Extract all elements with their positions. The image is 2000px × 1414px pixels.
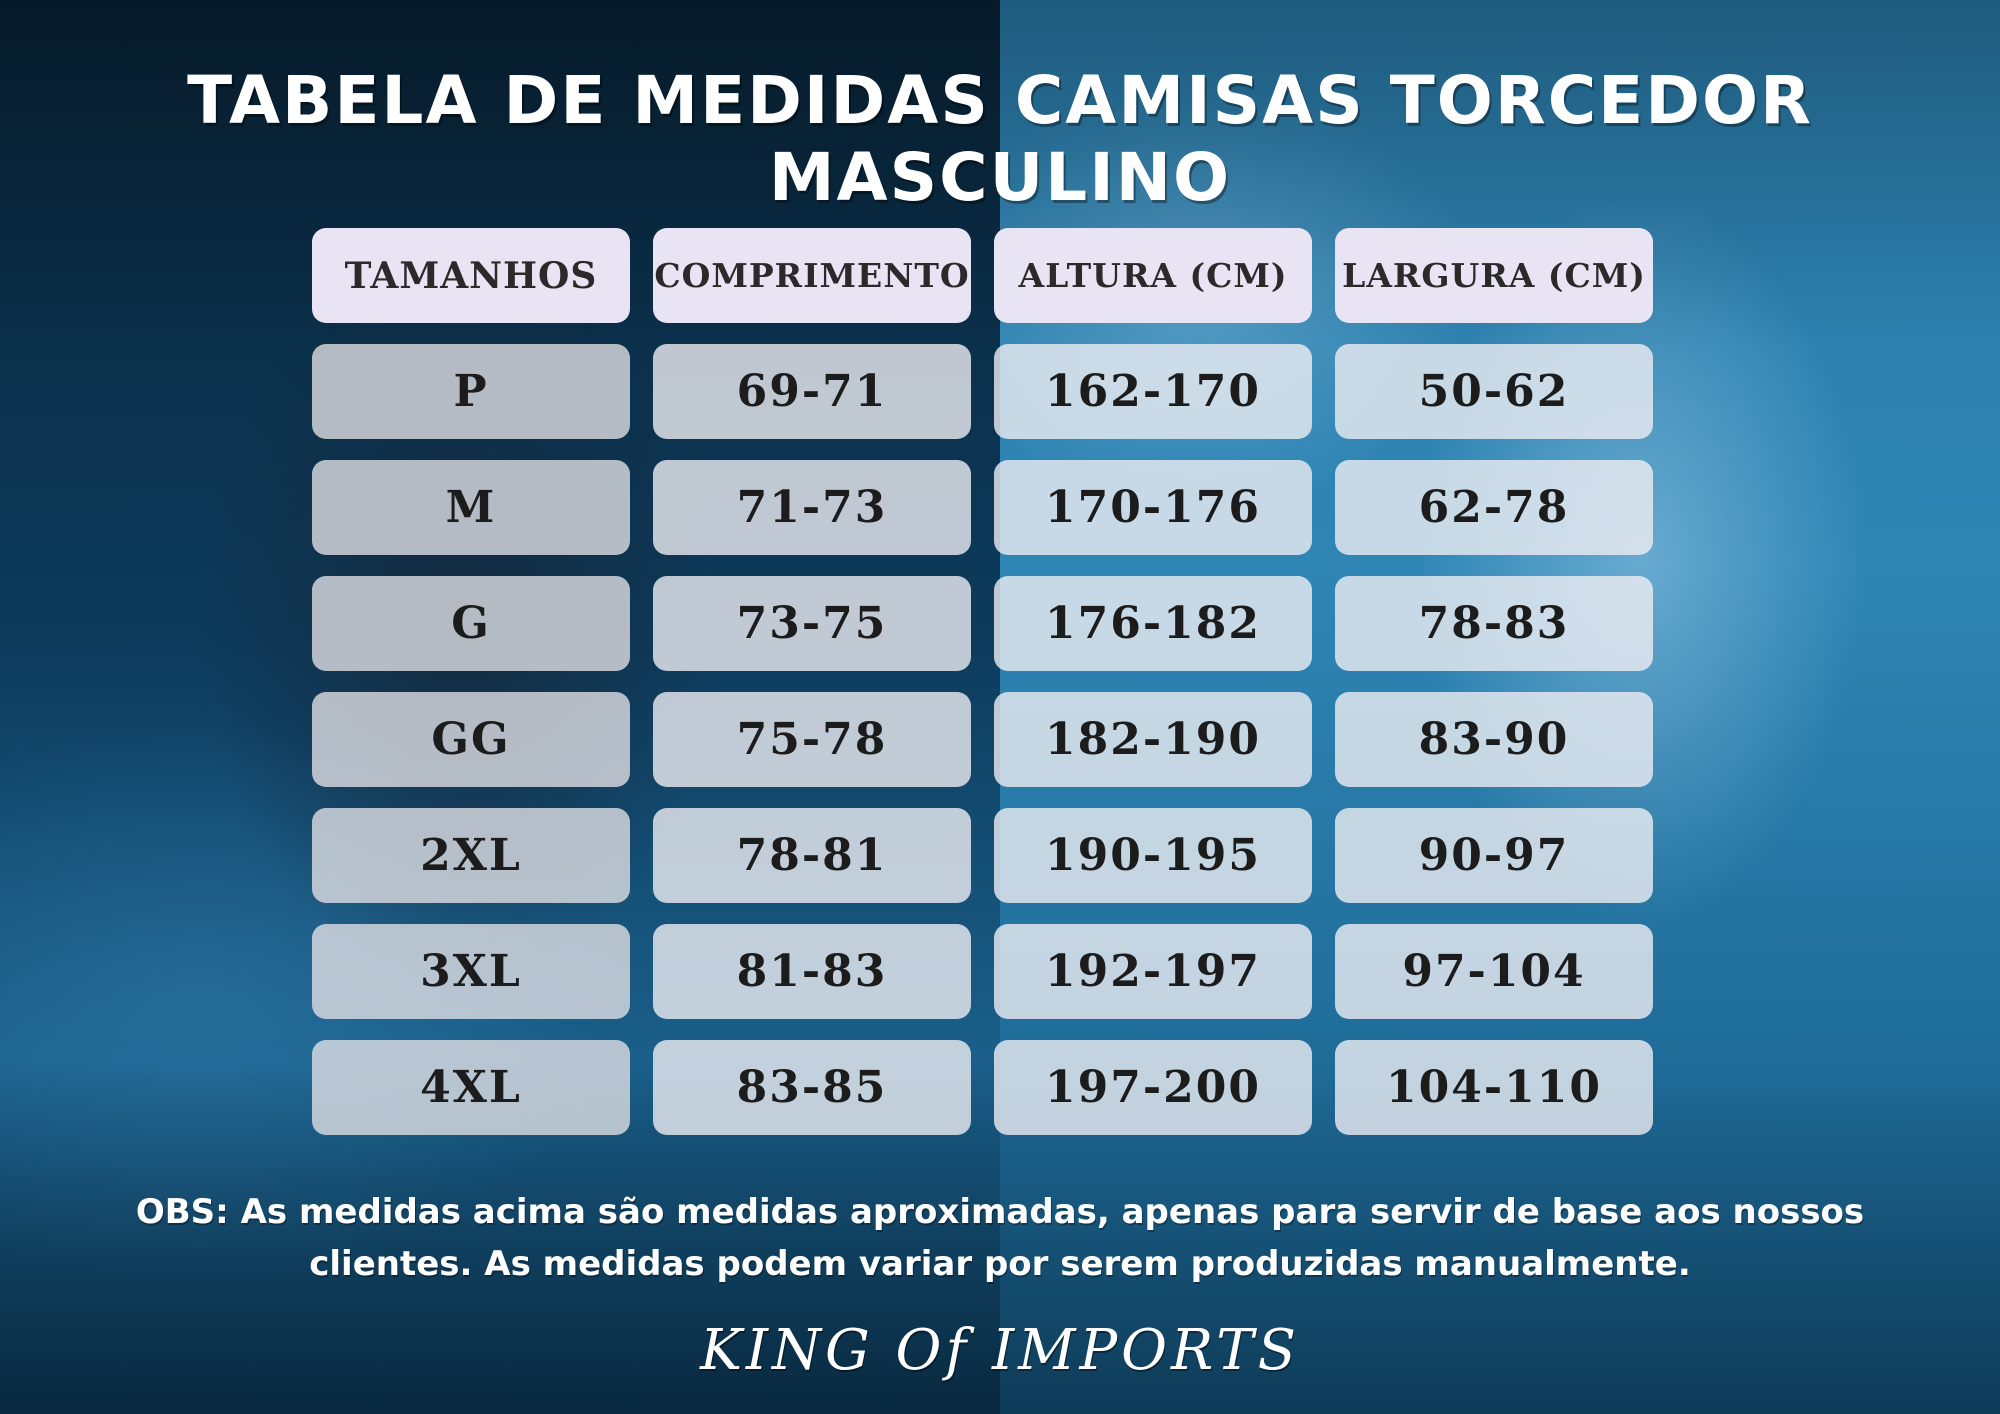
header-length: COMPRIMENTO (653, 228, 971, 323)
disclaimer-note: OBS: As medidas acima são medidas aproxi… (135, 1192, 1865, 1284)
height-cell: 182-190 (994, 692, 1312, 787)
height-cell: 190-195 (994, 808, 1312, 903)
length-cell: 81-83 (653, 924, 971, 1019)
page-title: TABELA DE MEDIDAS CAMISAS TORCEDOR MASCU… (187, 62, 1813, 216)
height-cell: 176-182 (994, 576, 1312, 671)
width-cell: 90-97 (1335, 808, 1653, 903)
size-cell: 4XL (312, 1040, 630, 1135)
width-cell: 78-83 (1335, 576, 1653, 671)
size-cell: G (312, 576, 630, 671)
length-cell: 73-75 (653, 576, 971, 671)
size-cell: M (312, 460, 630, 555)
size-cell: 2XL (312, 808, 630, 903)
width-cell: 83-90 (1335, 692, 1653, 787)
length-cell: 75-78 (653, 692, 971, 787)
length-cell: 83-85 (653, 1040, 971, 1135)
size-cell: P (312, 344, 630, 439)
header-width: LARGURA (CM) (1335, 228, 1653, 323)
header-height: ALTURA (CM) (994, 228, 1312, 323)
height-cell: 197-200 (994, 1040, 1312, 1135)
size-table: TAMANHOS COMPRIMENTO ALTURA (CM) LARGURA… (312, 228, 1653, 1135)
width-cell: 50-62 (1335, 344, 1653, 439)
height-cell: 192-197 (994, 924, 1312, 1019)
height-cell: 170-176 (994, 460, 1312, 555)
length-cell: 71-73 (653, 460, 971, 555)
header-sizes: TAMANHOS (312, 228, 630, 323)
height-cell: 162-170 (994, 344, 1312, 439)
brand-signature: KING Of IMPORTS (700, 1318, 1300, 1383)
width-cell: 62-78 (1335, 460, 1653, 555)
size-cell: 3XL (312, 924, 630, 1019)
width-cell: 97-104 (1335, 924, 1653, 1019)
length-cell: 78-81 (653, 808, 971, 903)
width-cell: 104-110 (1335, 1040, 1653, 1135)
length-cell: 69-71 (653, 344, 971, 439)
size-cell: GG (312, 692, 630, 787)
